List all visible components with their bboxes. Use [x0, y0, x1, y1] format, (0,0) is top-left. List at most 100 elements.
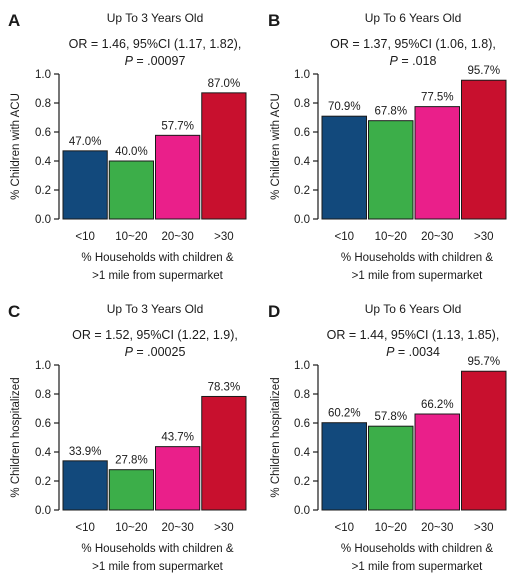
data-label: 77.5% — [421, 92, 454, 104]
x-tick-label: <10 — [75, 231, 95, 243]
y-axis-title: % Children hospitalized — [270, 377, 282, 497]
p-value: = .00097 — [133, 54, 186, 68]
data-label: 57.7% — [161, 120, 194, 132]
data-label: 78.3% — [208, 381, 241, 393]
data-label: 95.7% — [467, 65, 500, 77]
x-axis-title-line-2: >1 mile from supermarket — [352, 561, 483, 573]
x-axis-title-line-2: >1 mile from supermarket — [92, 270, 223, 282]
y-axis-title: % Children with ACU — [270, 93, 282, 200]
bar-4 — [461, 370, 507, 511]
bar-4 — [201, 92, 247, 220]
panel-letter: A — [8, 11, 20, 30]
chart-title: Up To 6 Years Old — [365, 11, 462, 25]
x-tick-label: 20~30 — [161, 231, 193, 243]
y-tick-label: 0.0 — [35, 505, 51, 517]
x-tick-label: <10 — [334, 231, 354, 243]
bar-3 — [414, 413, 460, 511]
x-tick-label: >30 — [474, 522, 494, 534]
stat-line-1: OR = 1.44, 95%CI (1.13, 1.85), — [327, 328, 500, 342]
x-axis-title-line-1: % Households with children & — [81, 252, 233, 264]
data-label: 67.8% — [374, 106, 407, 118]
bar-2 — [368, 120, 414, 220]
bar-3 — [155, 446, 201, 511]
stat-line-2: P = .00097 — [125, 54, 186, 68]
y-tick-label: 0.4 — [35, 447, 52, 459]
y-tick-label: 0.2 — [35, 185, 51, 197]
x-tick-label: 20~30 — [161, 522, 193, 534]
bar-1 — [321, 422, 367, 511]
stat-line-1: OR = 1.52, 95%CI (1.22, 1.9), — [72, 328, 238, 342]
y-tick-label: 0.4 — [294, 447, 311, 459]
bar-2 — [108, 469, 154, 511]
p-value: = .00025 — [133, 345, 186, 359]
chart-title: Up To 6 Years Old — [365, 302, 462, 316]
x-tick-label: 20~30 — [421, 231, 453, 243]
y-tick-label: 0.8 — [35, 98, 51, 110]
bar-4 — [461, 79, 507, 220]
x-tick-label: >30 — [474, 231, 494, 243]
x-tick-label: 10~20 — [115, 522, 147, 534]
data-label: 87.0% — [208, 78, 241, 90]
chart-title: Up To 3 Years Old — [107, 302, 204, 316]
y-tick-label: 0.2 — [294, 476, 310, 488]
panel-letter: B — [268, 11, 280, 30]
y-tick-label: 0.8 — [35, 389, 51, 401]
x-axis-title-line-1: % Households with children & — [341, 252, 493, 264]
y-tick-label: 0.2 — [294, 185, 310, 197]
y-tick-label: 1.0 — [294, 360, 310, 372]
bar-1 — [62, 150, 108, 220]
bar-1 — [62, 460, 108, 511]
y-tick-label: 0.0 — [35, 214, 51, 226]
data-label: 60.2% — [328, 408, 361, 420]
x-axis-title-line-1: % Households with children & — [341, 543, 493, 555]
y-tick-label: 0.4 — [294, 156, 311, 168]
p-value: = .018 — [398, 54, 437, 68]
stat-line-2: P = .0034 — [386, 345, 440, 359]
y-tick-label: 0.8 — [294, 389, 310, 401]
stat-line-2: P = .018 — [390, 54, 437, 68]
panel-c: C Up To 3 Years Old OR = 1.52, 95%CI (1.22… — [8, 302, 247, 573]
y-tick-label: 0.8 — [294, 98, 310, 110]
panel-letter: C — [8, 302, 20, 321]
x-tick-label: 20~30 — [421, 522, 453, 534]
x-axis-title-line-2: >1 mile from supermarket — [92, 561, 223, 573]
y-tick-label: 0.6 — [294, 418, 310, 430]
data-label: 33.9% — [69, 446, 102, 458]
stat-line-1: OR = 1.46, 95%CI (1.17, 1.82), — [69, 37, 242, 51]
x-axis-title-line-2: >1 mile from supermarket — [352, 270, 483, 282]
x-tick-label: <10 — [75, 522, 95, 534]
data-label: 43.7% — [161, 432, 194, 444]
y-axis-title: % Children with ACU — [10, 93, 22, 200]
panel-b: B Up To 6 Years Old OR = 1.37, 95%CI (1.06… — [268, 11, 507, 282]
y-tick-label: 0.6 — [35, 127, 51, 139]
x-tick-label: 10~20 — [115, 231, 147, 243]
x-tick-label: 10~20 — [375, 231, 407, 243]
panel-letter: D — [268, 302, 280, 321]
data-label: 57.8% — [374, 411, 407, 423]
stat-line-1: OR = 1.37, 95%CI (1.06, 1.8), — [330, 37, 496, 51]
chart-title: Up To 3 Years Old — [107, 11, 204, 25]
p-symbol: P — [125, 54, 134, 68]
y-tick-label: 0.6 — [35, 418, 51, 430]
y-tick-label: 1.0 — [294, 69, 310, 81]
p-symbol: P — [125, 345, 134, 359]
panel-a: A Up To 3 Years Old OR = 1.46, 95%CI (1.17… — [8, 11, 247, 282]
p-symbol: P — [390, 54, 399, 68]
panel-d: D Up To 6 Years Old OR = 1.44, 95%CI (1.13… — [268, 302, 507, 573]
x-tick-label: 10~20 — [375, 522, 407, 534]
bar-4 — [201, 395, 247, 511]
y-tick-label: 0.4 — [35, 156, 52, 168]
data-label: 40.0% — [115, 146, 148, 158]
x-tick-label: <10 — [334, 522, 354, 534]
stat-line-2: P = .00025 — [125, 345, 186, 359]
data-label: 95.7% — [467, 356, 500, 368]
x-axis-title-line-1: % Households with children & — [81, 543, 233, 555]
x-tick-label: >30 — [214, 231, 234, 243]
data-label: 70.9% — [328, 101, 361, 113]
p-value: = .0034 — [394, 345, 440, 359]
bar-2 — [108, 160, 154, 220]
data-label: 66.2% — [421, 399, 454, 411]
data-label: 27.8% — [115, 455, 148, 467]
p-symbol: P — [386, 345, 395, 359]
